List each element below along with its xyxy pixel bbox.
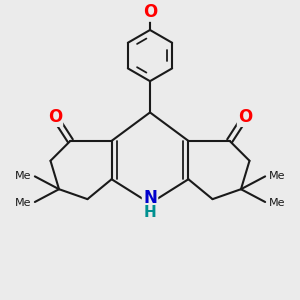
Text: O: O (143, 2, 157, 20)
Text: O: O (238, 108, 252, 126)
Text: Me: Me (268, 171, 285, 181)
Text: O: O (48, 108, 62, 126)
Text: Me: Me (15, 198, 31, 208)
Text: N: N (143, 189, 157, 207)
Text: Me: Me (268, 198, 285, 208)
Text: H: H (144, 205, 156, 220)
Text: Me: Me (15, 171, 31, 181)
